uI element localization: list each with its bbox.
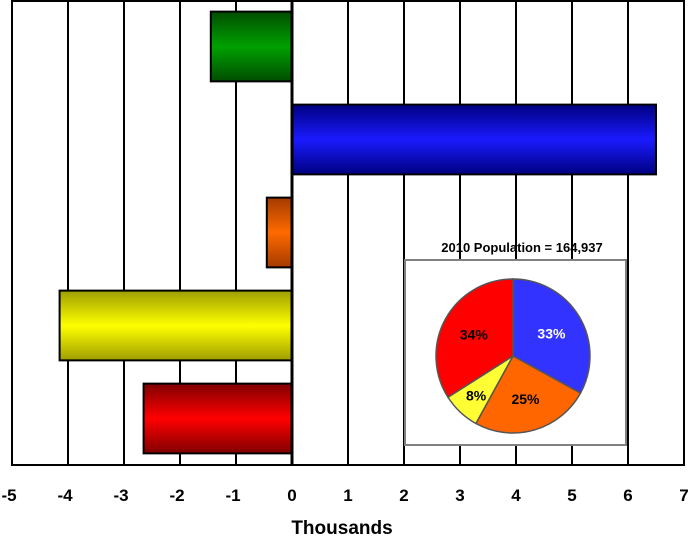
x-axis-title: Thousands (291, 518, 392, 539)
pie-slice-label: 34% (460, 326, 489, 342)
pie-slice-label: 25% (511, 391, 540, 407)
x-tick-label: -5 (1, 486, 16, 505)
x-tick-label: 3 (455, 486, 464, 505)
pie-slice (474, 354, 582, 434)
bar (142, 382, 293, 455)
pie-chart: 33% 25% 8% 34% (435, 278, 591, 434)
x-tick-label: 6 (623, 486, 632, 505)
x-axis-tick-labels: -5 -4 -3 -2 -1 0 1 2 3 4 5 6 7 (1, 486, 688, 505)
bar (209, 10, 293, 83)
pie-slice (512, 278, 591, 395)
x-tick-label: 7 (679, 486, 688, 505)
x-tick-label: -2 (169, 486, 184, 505)
x-tick-label: 1 (343, 486, 352, 505)
bar (58, 289, 293, 362)
bar (291, 103, 657, 176)
pie-slice (435, 278, 514, 399)
x-tick-label: 5 (567, 486, 576, 505)
x-tick-label: -4 (57, 486, 73, 505)
plot-area-border (11, 0, 685, 466)
x-tick-label: 0 (287, 486, 296, 505)
pie-slice-label: 8% (466, 387, 487, 403)
bar (265, 196, 293, 269)
pie-title: 2010 Population = 164,937 (441, 240, 603, 255)
x-tick-label: 4 (511, 486, 521, 505)
bars (58, 10, 657, 455)
x-tick-label: -1 (225, 486, 240, 505)
x-tick-label: 2 (399, 486, 408, 505)
x-tick-label: -3 (113, 486, 128, 505)
pie-slice-label: 33% (537, 325, 566, 341)
pie-inset: 2010 Population = 164,937 33% 25% 8% 34% (404, 240, 627, 446)
